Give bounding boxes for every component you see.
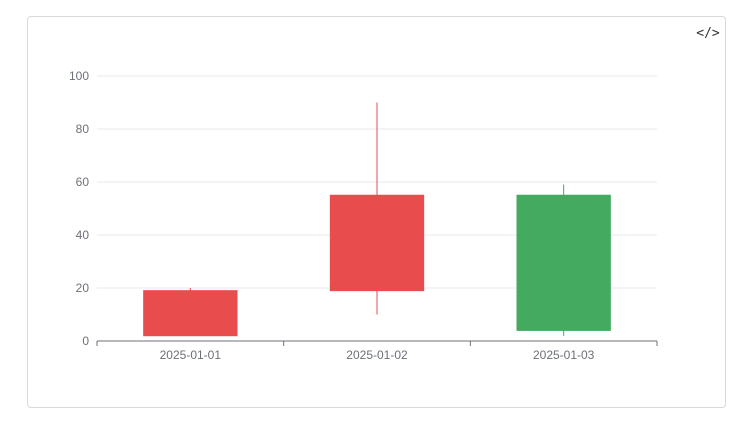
y-tick-label: 60 <box>76 175 90 189</box>
candle-body <box>143 290 238 337</box>
x-tick-label: 2025-01-03 <box>533 348 595 362</box>
y-axis-tick-labels: 0 20 40 60 80 100 <box>69 69 89 348</box>
candle[interactable] <box>516 184 611 336</box>
candle-body <box>329 194 425 292</box>
candle[interactable] <box>329 102 425 315</box>
candle-body <box>516 194 611 331</box>
y-tick-label: 40 <box>76 228 90 242</box>
y-tick-label: 20 <box>76 281 90 295</box>
candles <box>143 102 611 337</box>
x-tick-label: 2025-01-02 <box>346 348 408 362</box>
x-tick-label: 2025-01-01 <box>160 348 222 362</box>
y-tick-label: 80 <box>76 122 90 136</box>
x-axis: 2025-01-01 2025-01-02 2025-01-03 <box>96 340 658 362</box>
y-tick-label: 100 <box>69 69 89 83</box>
y-tick-label: 0 <box>82 334 89 348</box>
code-view-icon[interactable]: </> <box>696 25 720 41</box>
candle[interactable] <box>143 288 238 337</box>
